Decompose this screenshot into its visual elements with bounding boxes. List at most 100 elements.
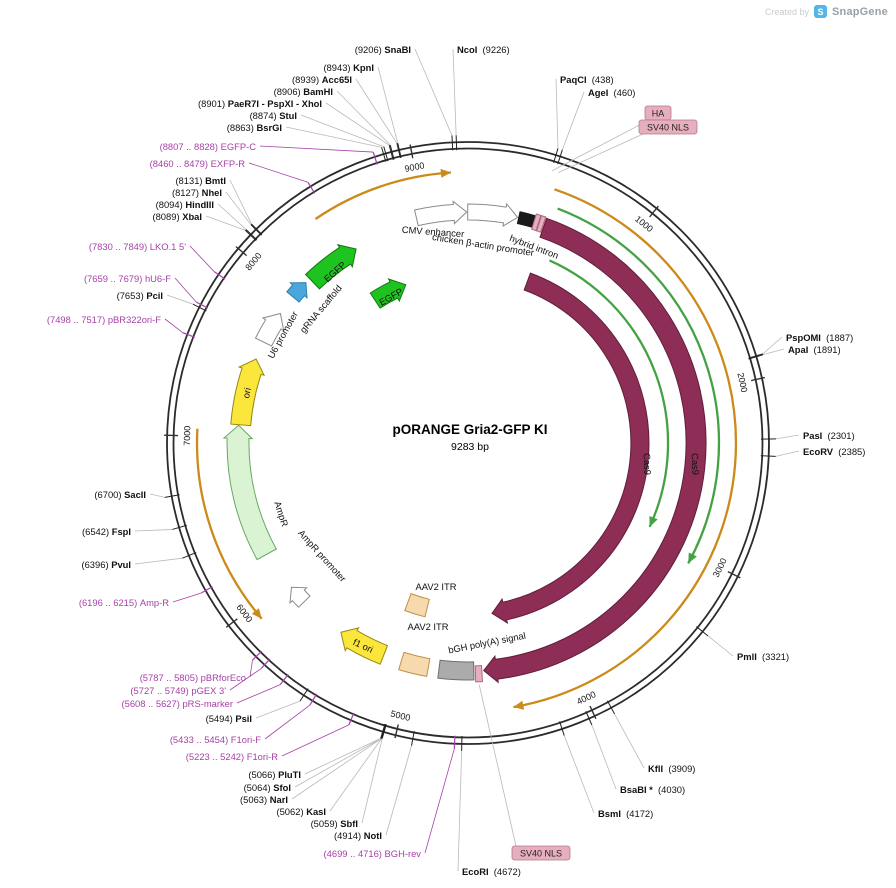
feature-cas9-outer[interactable] [483,217,707,684]
site-tick-PsiI [299,688,309,702]
primer-label-Amp-R[interactable]: (6196 .. 6215) Amp-R [79,597,169,608]
feature-tag-box-2[interactable] [511,845,571,861]
feature-label-aav2-itr[interactable]: AAV2 ITR [408,621,449,632]
enzyme-label-StuI[interactable]: (8874) StuI [250,110,297,121]
feature-ori[interactable] [230,358,266,427]
enzyme-label-SnaBI[interactable]: (9206) SnaBI [355,44,411,55]
site-tick-SacII [164,494,180,498]
feature-sv40-nls-bottom[interactable] [474,665,484,683]
leader-NotI [385,745,412,836]
enzyme-label-KasI[interactable]: (5062) KasI [276,806,326,817]
feature-bgh-polya-signal[interactable] [437,659,475,681]
enzyme-label-BsrGI[interactable]: (8863) BsrGI [227,122,282,133]
feature-aav2-itr-outer[interactable] [398,651,431,677]
feature-label-ampr[interactable]: AmpR [272,500,291,528]
enzyme-label-Acc65I[interactable]: (8939) Acc65I [292,74,352,85]
feature-label-aav2-itr[interactable]: AAV2 ITR [416,581,457,592]
enzyme-label-BsmI[interactable]: BsmI (4172) [598,808,653,819]
feature-aav2-itr-inner[interactable] [404,592,430,618]
enzyme-label-EcoRV[interactable]: EcoRV (2385) [803,446,865,457]
feature-label-bgh-poly-a-signal[interactable]: bGH poly(A) signal [447,630,526,656]
enzyme-label-PspOMI[interactable]: PspOMI (1887) [786,332,853,343]
enzyme-label-PciI[interactable]: (7653) PciI [117,290,163,301]
backbone-circle-outer [166,141,770,745]
enzyme-label-PaqCI[interactable]: PaqCI (438) [560,74,614,85]
primer-label-LKO.1 5'[interactable]: (7830 .. 7849) LKO.1 5' [89,241,186,252]
orf-arc-orf-green-inner[interactable] [549,259,670,528]
enzyme-label-BsaBI *[interactable]: BsaBI * (4030) [620,784,685,795]
enzyme-label-HindIII[interactable]: (8094) HindIII [156,199,214,210]
primer-tick-pBRforEco [252,650,263,661]
primer-label-pRS-marker[interactable]: (5608 .. 5627) pRS-marker [121,698,233,709]
enzyme-label-SacII[interactable]: (6700) SacII [94,489,146,500]
enzyme-label-PvuI[interactable]: (6396) PvuI [81,559,131,570]
leader-pRS-marker [236,684,281,704]
feature-ampr-promoter[interactable] [289,586,311,608]
orf-arc-orf-top-left[interactable] [314,171,452,220]
enzyme-label-BmtI[interactable]: (8131) BmtI [175,175,226,186]
feature-u6-promoter[interactable] [254,312,285,347]
leader-BmtI [229,179,252,225]
feature-sv40-nls-top[interactable] [535,214,547,233]
primer-tick-EGFP-C [372,151,378,165]
primer-label-hU6-F[interactable]: (7659 .. 7679) hU6-F [84,273,171,284]
primer-label-pBRforEco[interactable]: (5787 .. 5805) pBRforEco [140,672,246,683]
enzyme-label-PsiI[interactable]: (5494) PsiI [206,713,252,724]
enzyme-label-NcoI[interactable]: NcoI (9226) [457,44,510,55]
feature-egfp-2[interactable] [369,278,407,309]
site-tick-StuI [383,146,389,162]
scale-tick-1000 [649,205,659,218]
primer-label-pBR322ori-F[interactable]: (7498 .. 7517) pBR322ori-F [47,314,161,325]
enzyme-label-NarI[interactable]: (5063) NarI [240,794,288,805]
orf-arc-orf-left[interactable] [195,428,263,620]
enzyme-label-FspI[interactable]: (6542) FspI [82,526,131,537]
leader-ApaI [762,348,785,356]
enzyme-label-NheI[interactable]: (8127) NheI [172,187,222,198]
primer-label-F1ori-F[interactable]: (5433 .. 5454) F1ori-F [170,734,261,745]
leader-EcoRV [775,450,800,457]
enzyme-label-PaeR7I - PspXI - XhoI[interactable]: (8901) PaeR7I - PspXI - XhoI [198,98,322,109]
primer-label-pGEX 3'[interactable]: (5727 .. 5749) pGEX 3' [130,685,226,696]
enzyme-label-SbfI[interactable]: (5059) SbfI [311,818,358,829]
feature-hybrid-intron[interactable] [516,211,536,228]
feature-label-ori[interactable]: ori [240,387,253,399]
leader-KflI [614,713,645,769]
orf-arc-orf-right[interactable] [513,188,738,709]
feature-tag-box-1[interactable] [638,119,698,135]
feature-label-cmv-enhancer[interactable]: CMV enhancer [401,224,464,239]
feature-ampr[interactable] [222,424,277,561]
feature-ha-tag[interactable] [531,213,542,232]
enzyme-label-PluTI[interactable]: (5066) PluTI [248,769,301,780]
primer-label-F1ori-R[interactable]: (5223 .. 5242) F1ori-R [186,751,278,762]
leader-KasI [329,738,382,812]
primer-label-EXFP-R[interactable]: (8460 .. 8479) EXFP-R [150,158,246,169]
enzyme-label-ApaI[interactable]: ApaI (1891) [788,344,841,355]
enzyme-label-NotI[interactable]: (4914) NotI [334,830,382,841]
enzyme-label-PmlI[interactable]: PmlI (3321) [737,651,789,662]
enzyme-label-XbaI[interactable]: (8089) XbaI [152,211,202,222]
feature-egfp-1[interactable] [304,244,357,290]
site-tick-NotI [411,730,415,746]
site-tick-PaqCI [553,148,559,163]
feature-f1-ori[interactable] [340,627,389,665]
feature-chicken-b-actin-promoter[interactable] [467,202,519,227]
feature-grna-scaffold[interactable] [286,282,308,303]
leader-F1ori-F [264,704,311,740]
feature-cas9-inner[interactable] [491,272,650,624]
enzyme-label-BamHI[interactable]: (8906) BamHI [274,86,333,97]
enzyme-label-SfoI[interactable]: (5064) SfoI [244,782,291,793]
enzyme-label-EcoRI[interactable]: EcoRI (4672) [462,866,521,877]
leader-EGFP-C [259,145,374,153]
primer-label-EGFP-C[interactable]: (8807 .. 8828) EGFP-C [160,141,257,152]
leader-PciI [166,294,194,305]
enzyme-label-KflI[interactable]: KflI (3909) [648,763,695,774]
feature-label-ampr-promoter[interactable]: AmpR promoter [296,527,348,584]
enzyme-label-AgeI[interactable]: AgeI (460) [588,87,635,98]
orf-arc-orf-green-outer[interactable] [557,207,721,564]
enzyme-label-PasI[interactable]: PasI (2301) [803,430,855,441]
primer-label-BGH-rev[interactable]: (4699 .. 4716) BGH-rev [324,848,422,859]
feature-cmv-enhancer[interactable] [413,200,468,227]
feature-label-cas9[interactable]: Cas9 [690,453,702,475]
enzyme-label-KpnI[interactable]: (8943) KpnI [323,62,374,73]
feature-label-cas9[interactable]: Cas9 [642,453,654,475]
